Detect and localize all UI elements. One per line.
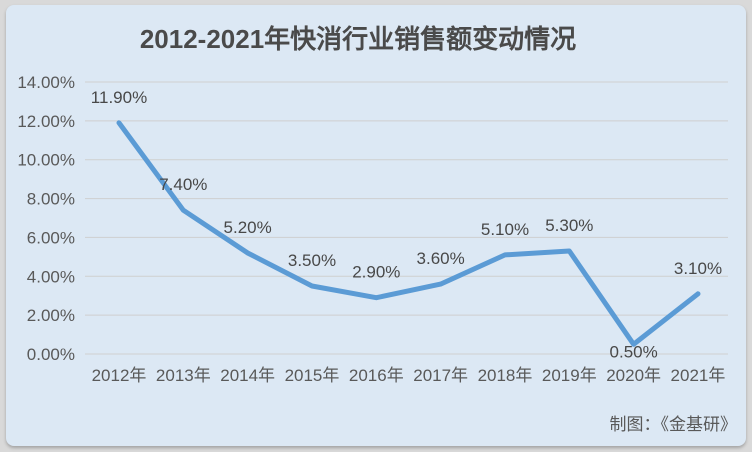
- data-point-label: 3.10%: [674, 259, 722, 278]
- data-point-label: 0.50%: [610, 342, 658, 361]
- x-axis-tick-label: 2012年: [92, 366, 147, 385]
- chart-card: 2012-2021年快消行业销售额变动情况 0.00% 2.00% 4.00% 6.0…: [6, 5, 746, 446]
- y-axis-tick-label: 2.00%: [27, 306, 75, 325]
- data-point-label: 5.30%: [545, 216, 593, 235]
- data-point-label: 2.90%: [352, 263, 400, 282]
- x-axis-tick-label: 2018年: [478, 366, 533, 385]
- x-axis-tick-label: 2019年: [542, 366, 597, 385]
- y-axis-tick-label: 6.00%: [27, 228, 75, 247]
- data-point-label: 3.60%: [417, 249, 465, 268]
- x-axis-tick-label: 2016年: [349, 366, 404, 385]
- y-axis-tick-label: 0.00%: [27, 345, 75, 364]
- y-axis-tick-label: 14.00%: [17, 73, 75, 92]
- data-point-label: 5.20%: [224, 218, 272, 237]
- chart-title: 2012-2021年快消行业销售额变动情况: [139, 24, 577, 54]
- data-point-label: 7.40%: [159, 175, 207, 194]
- data-point-label: 11.90%: [91, 88, 147, 107]
- data-point-label: 3.50%: [288, 251, 336, 270]
- y-axis-tick-label: 12.00%: [17, 112, 75, 131]
- data-point-label: 5.10%: [481, 220, 529, 239]
- x-axis-tick-label: 2017年: [413, 366, 468, 385]
- credit-text: 制图：《金基研》: [609, 415, 738, 434]
- x-axis-tick-label: 2013年: [156, 366, 211, 385]
- y-axis-tick-label: 10.00%: [17, 151, 75, 170]
- x-axis-tick-label: 2020年: [606, 366, 661, 385]
- line-chart: 0.00% 2.00% 4.00% 6.00% 8.00% 10.00% 12.00% 14.…: [17, 73, 728, 385]
- y-axis-tick-label: 8.00%: [27, 190, 75, 209]
- x-axis-tick-label: 2014年: [220, 366, 275, 385]
- y-axis-tick-label: 4.00%: [27, 267, 75, 286]
- data-line: [116, 120, 701, 347]
- x-axis-tick-label: 2021年: [671, 366, 726, 385]
- x-axis-tick-label: 2015年: [285, 366, 340, 385]
